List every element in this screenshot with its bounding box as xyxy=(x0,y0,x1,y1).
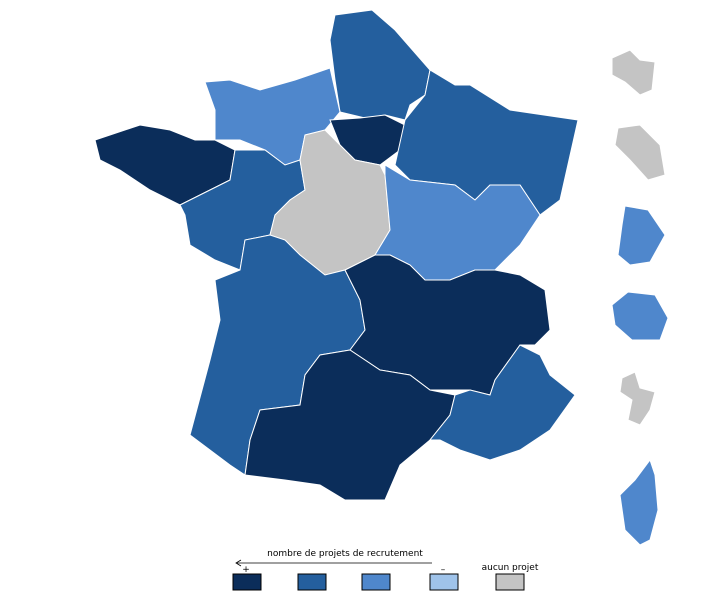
legend-none: aucun projet xyxy=(482,563,539,573)
legend-swatch xyxy=(429,573,459,591)
legend-swatch xyxy=(361,573,391,591)
regions xyxy=(94,9,669,546)
region xyxy=(611,49,656,96)
region xyxy=(428,344,576,461)
legend-more: + xyxy=(242,565,250,575)
legend-title: nombre de projets de recrutement xyxy=(267,549,423,559)
region xyxy=(611,291,669,341)
legend-arrowhead xyxy=(235,559,242,567)
region xyxy=(619,371,656,426)
legend-swatch xyxy=(495,573,525,591)
legend-swatches xyxy=(232,573,525,591)
legend-swatch xyxy=(297,573,327,591)
region xyxy=(617,205,666,266)
legend: nombre de projets de recrutement + – auc… xyxy=(232,549,539,591)
legend-swatch xyxy=(232,573,262,591)
region xyxy=(619,458,659,546)
region xyxy=(614,124,666,181)
legend-less: – xyxy=(441,565,446,575)
region xyxy=(329,9,431,121)
